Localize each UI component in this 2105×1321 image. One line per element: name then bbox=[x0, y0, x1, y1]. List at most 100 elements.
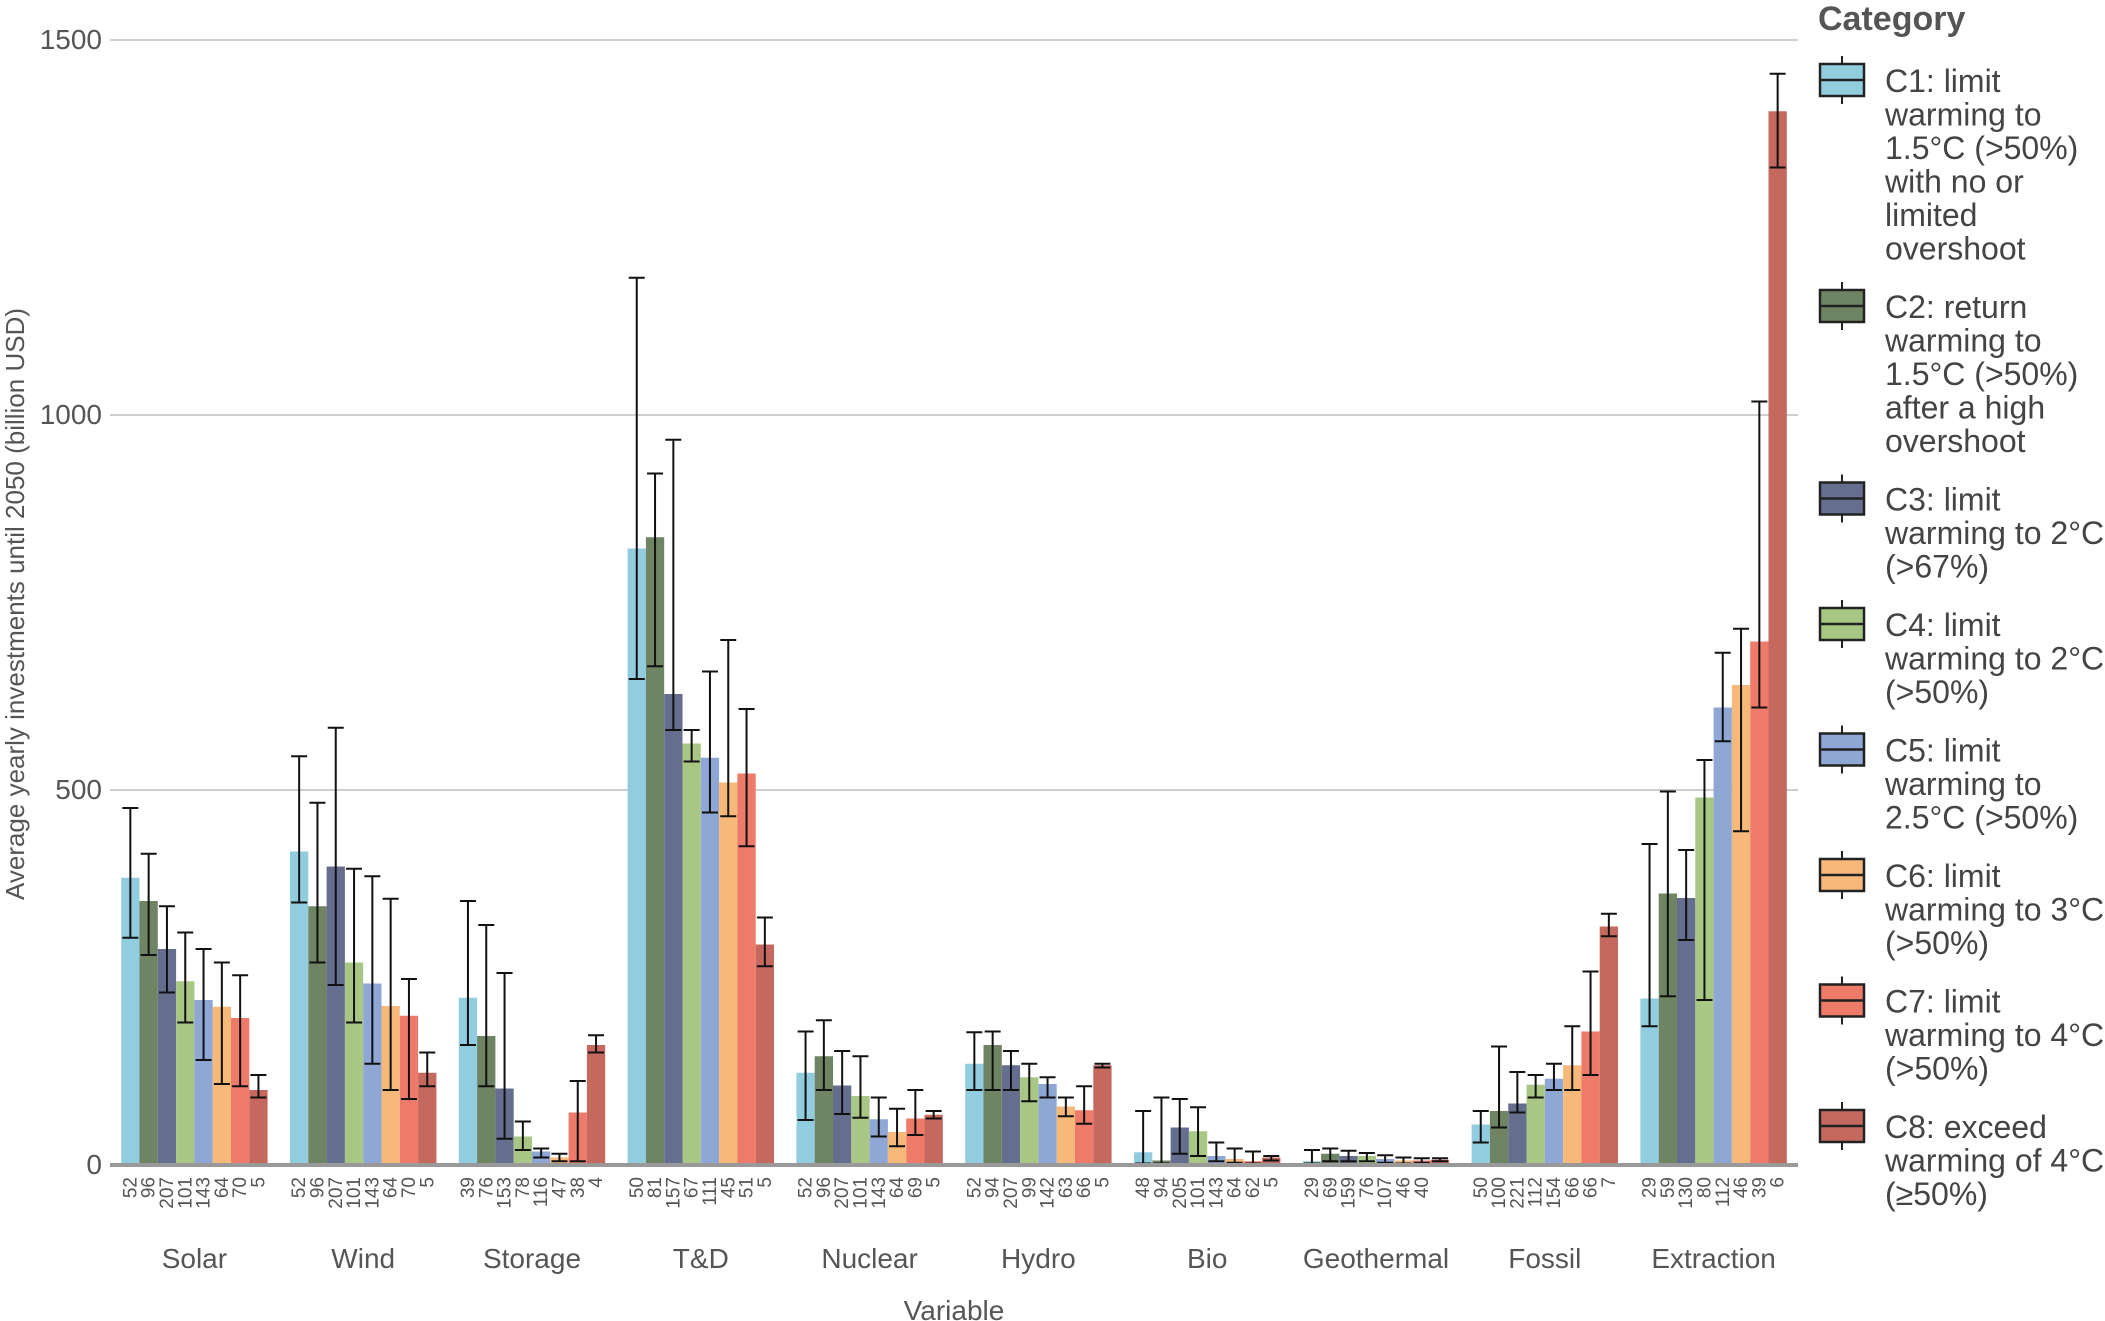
legend-label-C1: C1: limit bbox=[1885, 63, 2001, 99]
count-label: 76 bbox=[1357, 1177, 1378, 1198]
bars bbox=[121, 111, 1787, 1165]
count-label: 70 bbox=[399, 1177, 420, 1198]
count-label: 69 bbox=[905, 1177, 926, 1198]
count-label: 5 bbox=[248, 1177, 269, 1188]
bar-Extraction-C7 bbox=[1750, 641, 1769, 1165]
bar-Nuclear-C5 bbox=[869, 1119, 888, 1165]
legend-label-C6: (>50%) bbox=[1885, 925, 1989, 961]
count-label: 6 bbox=[1768, 1177, 1789, 1188]
x-tick-label: Nuclear bbox=[821, 1243, 917, 1274]
bar-Storage-C2 bbox=[477, 1036, 496, 1165]
count-label: 143 bbox=[869, 1177, 890, 1209]
x-tick-label: Solar bbox=[162, 1243, 227, 1274]
legend-label-C8: warming of 4°C bbox=[1884, 1143, 2104, 1179]
legend-label-C1: with no or bbox=[1884, 164, 2024, 200]
count-label: 159 bbox=[1339, 1177, 1360, 1209]
y-axis-label: Average yearly investments until 2050 (b… bbox=[0, 308, 30, 900]
count-label: 101 bbox=[344, 1177, 365, 1209]
count-label: 70 bbox=[230, 1177, 251, 1198]
legend-label-C4: C4: limit bbox=[1885, 607, 2001, 643]
count-label: 76 bbox=[476, 1177, 497, 1198]
legend-label-C7: C7: limit bbox=[1885, 984, 2001, 1020]
count-label: 66 bbox=[1581, 1177, 1602, 1198]
count-label: 39 bbox=[458, 1177, 479, 1198]
legend-label-C1: limited bbox=[1885, 197, 1977, 233]
bar-Hydro-C6 bbox=[1056, 1106, 1075, 1165]
legend-label-C2: after a high bbox=[1885, 390, 2045, 426]
bar-Nuclear-C8 bbox=[924, 1114, 943, 1165]
count-label: 112 bbox=[1526, 1177, 1547, 1207]
count-label: 5 bbox=[924, 1177, 945, 1188]
count-label: 52 bbox=[964, 1177, 985, 1198]
legend-label-C3: C3: limit bbox=[1885, 482, 2001, 518]
legend-label-C6: C6: limit bbox=[1885, 858, 2001, 894]
bar-Nuclear-C6 bbox=[887, 1132, 907, 1165]
bar-Geothermal-C8 bbox=[1430, 1159, 1450, 1165]
count-label: 154 bbox=[1544, 1177, 1565, 1209]
bar-Extraction-C8 bbox=[1768, 111, 1787, 1165]
bar-Wind-C4 bbox=[344, 962, 364, 1165]
bar-Nuclear-C7 bbox=[906, 1118, 925, 1165]
count-label: 112 bbox=[1713, 1177, 1734, 1207]
count-label: 101 bbox=[850, 1177, 871, 1209]
count-label: 81 bbox=[645, 1177, 666, 1198]
bar-Fossil-C7 bbox=[1581, 1031, 1600, 1165]
bar-Storage-C8 bbox=[586, 1045, 606, 1165]
bar-T&D-C7 bbox=[737, 773, 756, 1165]
count-label: 96 bbox=[139, 1177, 160, 1198]
bar-Solar-C5 bbox=[194, 1000, 213, 1165]
count-label: 66 bbox=[1562, 1177, 1583, 1198]
count-label: 69 bbox=[1320, 1177, 1341, 1198]
bar-Wind-C8 bbox=[418, 1072, 437, 1165]
x-tick-label: Wind bbox=[331, 1243, 395, 1274]
legend-label-C2: 1.5°C (>50%) bbox=[1885, 356, 2078, 392]
error-bars bbox=[122, 72, 1786, 1165]
bar-Extraction-C2 bbox=[1658, 893, 1677, 1165]
bar-T&D-C3 bbox=[664, 694, 683, 1165]
bar-Wind-C5 bbox=[363, 983, 382, 1165]
count-label: 66 bbox=[1074, 1177, 1095, 1198]
x-axis-label: Variable bbox=[904, 1295, 1005, 1321]
legend-label-C3: (>67%) bbox=[1885, 549, 1989, 585]
count-label: 94 bbox=[983, 1177, 1004, 1199]
count-label: 78 bbox=[513, 1177, 534, 1198]
count-label: 153 bbox=[495, 1177, 516, 1209]
count-label: 63 bbox=[1056, 1177, 1077, 1198]
count-label: 51 bbox=[737, 1177, 758, 1198]
bar-Extraction-C3 bbox=[1677, 898, 1696, 1165]
count-label: 142 bbox=[1038, 1177, 1059, 1209]
bar-Fossil-C5 bbox=[1544, 1078, 1564, 1165]
bar-Fossil-C2 bbox=[1489, 1111, 1509, 1165]
bar-Extraction-C6 bbox=[1731, 685, 1751, 1165]
count-label: 38 bbox=[568, 1177, 589, 1198]
count-label: 5 bbox=[1261, 1177, 1282, 1188]
bar-Wind-C3 bbox=[326, 866, 345, 1165]
bar-T&D-C5 bbox=[700, 757, 720, 1165]
gridlines bbox=[110, 39, 1798, 791]
count-label: 29 bbox=[1302, 1177, 1323, 1198]
x-tick-label: T&D bbox=[673, 1243, 729, 1274]
bar-Nuclear-C3 bbox=[833, 1085, 852, 1165]
bar-Solar-C7 bbox=[231, 1018, 250, 1165]
legend-label-C5: warming to bbox=[1884, 766, 2042, 802]
bar-Solar-C8 bbox=[249, 1090, 268, 1165]
count-label: 5 bbox=[755, 1177, 776, 1188]
count-label: 40 bbox=[1412, 1177, 1433, 1198]
count-label: 47 bbox=[549, 1177, 570, 1198]
legend-title: Category bbox=[1818, 0, 1965, 38]
count-label: 207 bbox=[1001, 1177, 1022, 1209]
count-label: 101 bbox=[1188, 1177, 1209, 1209]
count-label: 52 bbox=[289, 1177, 310, 1198]
legend-label-C3: warming to 2°C bbox=[1884, 515, 2104, 551]
count-label: 4 bbox=[586, 1177, 607, 1188]
count-label: 107 bbox=[1375, 1177, 1396, 1209]
bar-Wind-C2 bbox=[308, 906, 327, 1165]
bar-Extraction-C1 bbox=[1640, 998, 1659, 1165]
count-label: 99 bbox=[1019, 1177, 1040, 1198]
count-label: 64 bbox=[381, 1177, 402, 1199]
count-label: 29 bbox=[1640, 1177, 1661, 1198]
count-label: 7 bbox=[1599, 1177, 1620, 1188]
y-tick-label: 0 bbox=[86, 1149, 102, 1180]
count-label: 5 bbox=[417, 1177, 438, 1188]
legend-label-C2: warming to bbox=[1884, 323, 2042, 359]
